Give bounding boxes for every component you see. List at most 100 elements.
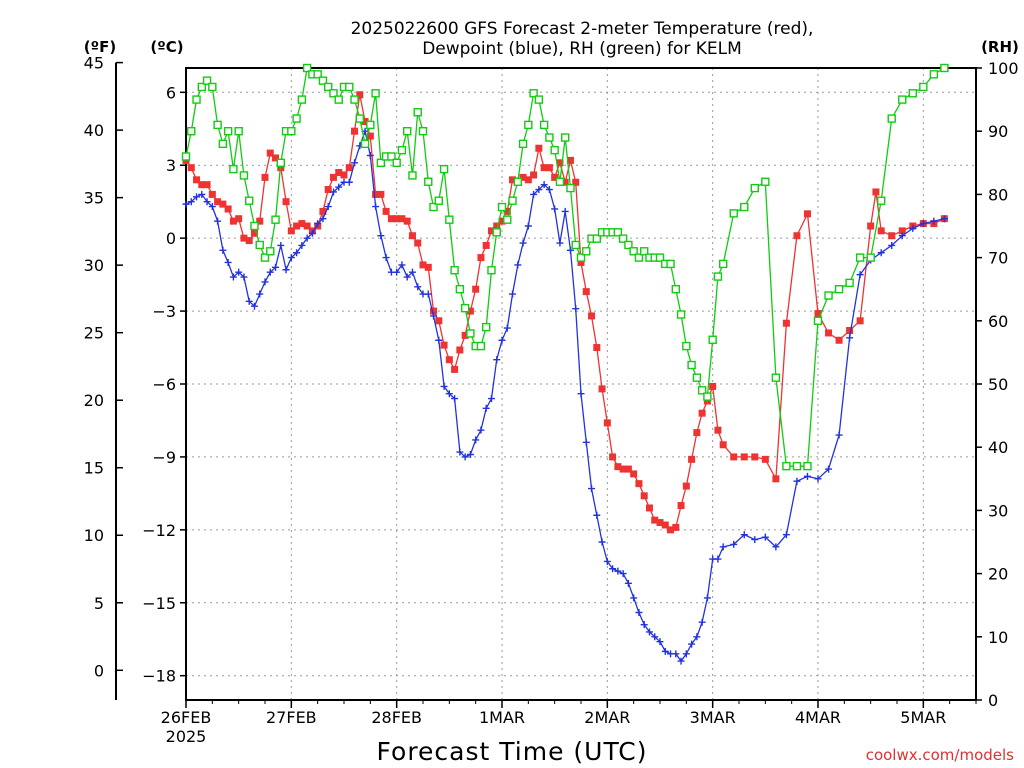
temperature-point bbox=[282, 198, 290, 206]
temperature-point bbox=[377, 190, 385, 198]
dewpoint-point bbox=[377, 232, 385, 240]
dewpoint-point bbox=[572, 305, 580, 313]
dewpoint-point bbox=[466, 450, 474, 458]
rh-point bbox=[929, 70, 939, 79]
x-tick-label: 28FEB bbox=[371, 708, 422, 727]
temperature-point bbox=[524, 176, 532, 184]
rh-point bbox=[561, 133, 570, 142]
dewpoint-point bbox=[803, 472, 811, 480]
dewpoint-point bbox=[651, 633, 659, 641]
rh-point bbox=[782, 461, 791, 471]
temperature-point bbox=[509, 176, 517, 184]
rh-point bbox=[792, 461, 802, 471]
dewpoint-point bbox=[703, 594, 711, 602]
dewpoint-point bbox=[751, 536, 759, 544]
dewpoint-point bbox=[261, 278, 269, 286]
dewpoint-point bbox=[193, 193, 201, 201]
rh-point bbox=[682, 341, 691, 351]
rh-point bbox=[366, 120, 375, 130]
dewpoint-point bbox=[372, 203, 380, 211]
rh-tick-label: 40 bbox=[988, 438, 1008, 457]
rh-point bbox=[719, 259, 728, 269]
temperature-line bbox=[185, 94, 945, 531]
dewpoint-point bbox=[324, 203, 332, 211]
temperature-point bbox=[782, 319, 790, 327]
dewpoint-point bbox=[219, 246, 227, 254]
rh-point bbox=[318, 76, 328, 85]
rh-point bbox=[708, 335, 717, 344]
dewpoint-point bbox=[661, 647, 669, 655]
temperature-point bbox=[214, 198, 222, 206]
dewpoint-point bbox=[714, 555, 722, 563]
rh-point bbox=[713, 272, 723, 281]
rh-point bbox=[813, 316, 823, 325]
rh-point bbox=[640, 247, 649, 256]
rh-point bbox=[940, 63, 949, 73]
rh-point bbox=[545, 133, 554, 142]
dewpoint-point bbox=[682, 650, 690, 658]
dewpoint-point bbox=[461, 453, 469, 461]
temperature-point bbox=[556, 159, 564, 167]
temperature-point bbox=[825, 329, 833, 337]
dewpoint-point bbox=[351, 159, 359, 167]
dewpoint-point bbox=[293, 249, 301, 257]
dewpoint-point bbox=[451, 395, 459, 403]
temperature-point bbox=[461, 331, 469, 339]
temperature-point bbox=[698, 409, 706, 417]
dewpoint-point bbox=[182, 200, 190, 208]
dewpoint-point bbox=[877, 249, 885, 257]
temperature-point bbox=[493, 222, 501, 230]
dewpoint-point bbox=[509, 290, 517, 298]
temperature-point bbox=[372, 190, 380, 198]
x-tick-label: 27FEB bbox=[266, 708, 317, 727]
rh-point bbox=[555, 177, 565, 186]
temperature-point bbox=[408, 232, 416, 240]
celsius-tick-label: −12 bbox=[142, 521, 176, 540]
dewpoint-point bbox=[335, 183, 343, 191]
rh-point bbox=[539, 120, 549, 130]
temperature-point bbox=[572, 178, 580, 186]
rh-point bbox=[524, 120, 533, 130]
dewpoint-point bbox=[888, 241, 896, 249]
rh-point bbox=[276, 158, 285, 168]
dewpoint-point bbox=[814, 475, 822, 483]
rh-point bbox=[492, 228, 501, 237]
dewpoint-point bbox=[898, 232, 906, 240]
rh-point bbox=[634, 253, 644, 262]
dewpoint-point bbox=[214, 217, 222, 225]
temperature-point bbox=[198, 181, 206, 189]
rh-point bbox=[434, 196, 443, 205]
dewpoint-line bbox=[185, 128, 945, 663]
dewpoint-point bbox=[472, 436, 480, 444]
rh-point bbox=[408, 171, 417, 180]
dewpoint-point bbox=[229, 273, 237, 281]
x-tick-label: 1MAR bbox=[479, 708, 525, 727]
rh-point bbox=[676, 310, 686, 319]
dewpoint-point bbox=[272, 263, 280, 271]
rh-tick-label: 90 bbox=[988, 122, 1008, 141]
dewpoint-point bbox=[909, 224, 917, 232]
temperature-point bbox=[345, 164, 353, 172]
dewpoint-point bbox=[693, 633, 701, 641]
temperature-point bbox=[656, 519, 664, 527]
dewpoint-point bbox=[224, 258, 232, 266]
rh-point bbox=[418, 126, 428, 136]
rh-point bbox=[613, 228, 623, 237]
rh-tick-label: 50 bbox=[988, 375, 1008, 394]
dewpoint-point bbox=[308, 229, 316, 237]
temperature-point bbox=[551, 173, 559, 181]
rh-point bbox=[255, 240, 264, 250]
rh-point bbox=[487, 266, 496, 275]
temperature-point bbox=[398, 215, 406, 223]
dewpoint-point bbox=[609, 565, 617, 573]
dewpoint-point bbox=[624, 579, 632, 587]
temperature-point bbox=[751, 453, 759, 461]
rh-point bbox=[429, 202, 438, 212]
temperature-point bbox=[688, 455, 696, 463]
rh-tick-label: 20 bbox=[988, 565, 1008, 584]
rh-point bbox=[413, 108, 422, 117]
rh-point bbox=[208, 82, 217, 92]
temperature-point bbox=[419, 261, 427, 269]
temperature-point bbox=[772, 475, 780, 483]
rh-point bbox=[503, 215, 512, 224]
